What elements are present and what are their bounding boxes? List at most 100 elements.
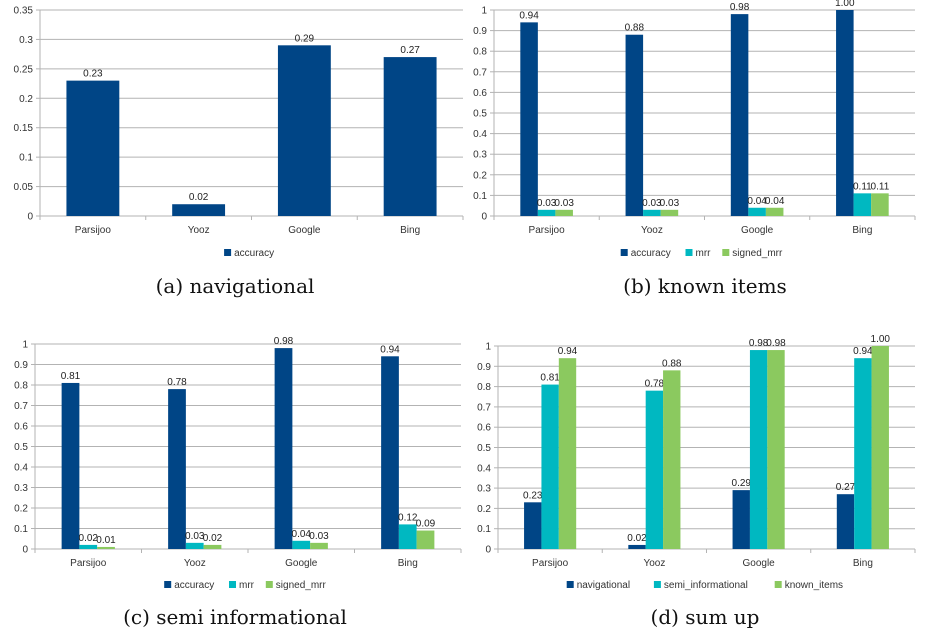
legend-swatch-navigational [566, 581, 574, 588]
bar-accuracy-google [274, 348, 293, 549]
data-label: 0.09 [416, 519, 436, 530]
legend-swatch-signed_mrr [722, 249, 730, 256]
y-tick-label: 0.1 [14, 524, 28, 535]
legend-label-known_items: known_items [785, 580, 843, 591]
data-label: 1.00 [871, 334, 891, 345]
y-tick-label: 0.4 [14, 463, 28, 474]
chart-panel-3: 0 0.1 0.2 0.3 0.4 0.5 0.6 0.7 0.8 0.9 1 Parsijoo 0.8… [14, 336, 462, 629]
y-tick-label: 0.35 [14, 6, 34, 17]
y-tick-label: 0 [27, 212, 33, 223]
y-tick-label: 0.5 [14, 442, 28, 453]
bar-mrr-parsijoo [79, 544, 98, 549]
legend-label-signed_mrr: signed_mrr [732, 248, 783, 259]
data-label: 0.88 [662, 358, 682, 369]
x-tick-label: Google [743, 558, 776, 569]
data-label: 0.03 [185, 531, 205, 542]
data-label: 0.98 [730, 2, 750, 13]
x-tick-label: Bing [398, 558, 418, 569]
bar-mrr-bing [853, 193, 872, 216]
bar-accuracy-parsijoo [61, 382, 80, 549]
x-tick-label: Google [741, 225, 774, 236]
legend-swatch-semi_informational [653, 581, 661, 588]
y-tick-label: 0.2 [477, 504, 491, 515]
bar-signed_mrr-yooz [203, 544, 222, 549]
bar-accuracy-yooz [168, 389, 186, 549]
bar-known_items-yooz [663, 370, 681, 549]
y-tick-label: 0.9 [477, 362, 491, 373]
legend-swatch-accuracy [164, 581, 172, 588]
data-label: 0.02 [79, 533, 99, 544]
y-tick-label: 0.8 [14, 381, 28, 392]
y-tick-label: 0 [485, 545, 491, 556]
x-tick-label: Google [285, 558, 318, 569]
data-label: 0.03 [537, 198, 557, 209]
bar-accuracy-yooz [625, 34, 644, 216]
data-label: 0.23 [523, 490, 543, 501]
data-label: 0.29 [295, 33, 315, 44]
bar-known_items-google [767, 350, 785, 549]
bar-signed_mrr-bing [416, 530, 435, 549]
bar-accuracy-bing [383, 57, 437, 217]
x-tick-label: Yooz [643, 558, 665, 569]
data-label: 0.01 [96, 535, 116, 546]
x-tick-label: Parsijoo [529, 225, 566, 236]
data-label: 0.02 [203, 533, 223, 544]
panel-caption: (c) semi informational [123, 605, 347, 629]
panel-caption: (d) sum up [651, 605, 760, 629]
data-label: 0.29 [732, 478, 752, 489]
data-label: 0.88 [625, 23, 645, 34]
legend-label-mrr: mrr [239, 580, 255, 591]
legend-label-navigational: navigational [577, 580, 630, 591]
bar-signed_mrr-bing [871, 193, 889, 216]
y-tick-label: 0 [481, 212, 487, 223]
y-tick-label: 0.15 [14, 123, 34, 134]
data-label: 0.94 [380, 344, 400, 355]
bar-navigational-parsijoo [524, 502, 542, 549]
y-tick-label: 0.2 [14, 504, 28, 515]
bar-signed_mrr-parsijoo [555, 209, 573, 216]
y-tick-label: 0.7 [473, 67, 487, 78]
legend-swatch-signed_mrr [265, 581, 273, 588]
bar-signed_mrr-google [765, 207, 784, 216]
x-tick-label: Google [288, 225, 321, 236]
data-label: 0.03 [660, 198, 680, 209]
x-tick-label: Parsijoo [75, 225, 112, 236]
y-tick-label: 1 [485, 342, 491, 353]
y-tick-label: 0.1 [477, 524, 491, 535]
y-tick-label: 0.6 [14, 422, 28, 433]
y-tick-label: 0.8 [477, 382, 491, 393]
legend-label-semi_informational: semi_informational [664, 580, 748, 591]
bar-accuracy-parsijoo [66, 80, 120, 216]
data-label: 0.78 [645, 379, 665, 390]
y-tick-label: 0.2 [19, 94, 33, 105]
data-label: 0.81 [540, 373, 560, 384]
data-label: 0.78 [167, 377, 187, 388]
legend-swatch-accuracy [224, 249, 232, 256]
data-label: 0.94 [558, 346, 578, 357]
bar-accuracy-google [730, 14, 749, 217]
y-tick-label: 0.05 [14, 182, 34, 193]
data-label: 0.11 [853, 181, 872, 192]
y-tick-label: 0.2 [473, 170, 487, 181]
panel-caption: (b) known items [623, 274, 787, 298]
data-label: 0.98 [766, 338, 786, 349]
y-tick-label: 0.3 [473, 150, 487, 161]
legend-label-accuracy: accuracy [174, 580, 214, 591]
data-label: 0.98 [274, 336, 294, 347]
bar-mrr-google [748, 207, 766, 216]
panel-caption: (a) navigational [156, 274, 315, 298]
bar-navigational-yooz [628, 544, 646, 549]
legend-label-accuracy: accuracy [234, 248, 274, 259]
x-tick-label: Parsijoo [70, 558, 107, 569]
bar-mrr-parsijoo [537, 209, 556, 216]
bar-signed_mrr-yooz [660, 209, 679, 216]
data-label: 0.02 [189, 192, 209, 203]
y-tick-label: 0.8 [473, 47, 487, 58]
data-label: 1.00 [835, 0, 855, 9]
bar-accuracy-google [277, 45, 331, 216]
chart-panel-4: 0 0.1 0.2 0.3 0.4 0.5 0.6 0.7 0.8 0.9 1 Parsijoo 0.2… [477, 334, 916, 629]
bar-semi_informational-google [749, 350, 768, 549]
y-tick-label: 0.6 [477, 423, 491, 434]
x-tick-label: Parsijoo [532, 558, 569, 569]
bar-mrr-yooz [643, 209, 661, 216]
